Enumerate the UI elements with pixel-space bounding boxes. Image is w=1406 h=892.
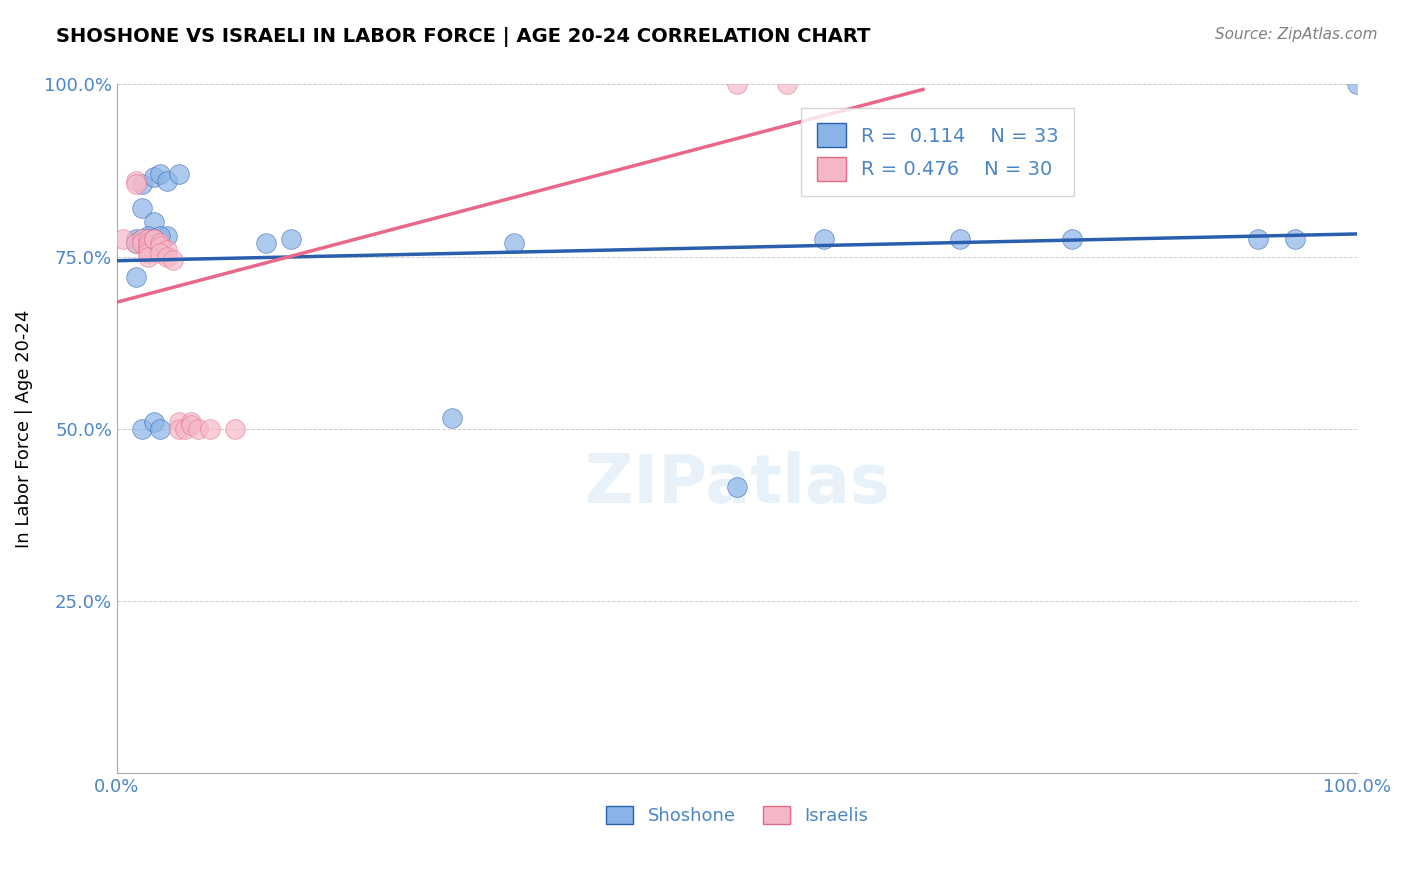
Point <box>136 235 159 250</box>
Point <box>124 270 146 285</box>
Point <box>136 232 159 246</box>
Point <box>725 78 748 92</box>
Point <box>143 232 166 246</box>
Point <box>149 228 172 243</box>
Point <box>136 246 159 260</box>
Point <box>143 232 166 246</box>
Point <box>180 415 202 429</box>
Point <box>143 215 166 229</box>
Point <box>155 228 177 243</box>
Point <box>131 232 153 246</box>
Point <box>725 480 748 494</box>
Point <box>143 415 166 429</box>
Point <box>280 232 302 246</box>
Point <box>155 174 177 188</box>
Point <box>167 415 190 429</box>
Point <box>124 178 146 192</box>
Point <box>167 167 190 181</box>
Point <box>143 170 166 185</box>
Point <box>198 421 221 435</box>
Point <box>813 232 835 246</box>
Text: SHOSHONE VS ISRAELI IN LABOR FORCE | AGE 20-24 CORRELATION CHART: SHOSHONE VS ISRAELI IN LABOR FORCE | AGE… <box>56 27 870 46</box>
Point <box>131 202 153 216</box>
Point <box>224 421 246 435</box>
Point <box>136 228 159 243</box>
Point <box>131 232 153 246</box>
Point <box>187 421 209 435</box>
Point <box>1060 232 1083 246</box>
Point <box>136 239 159 253</box>
Legend: Shoshone, Israelis: Shoshone, Israelis <box>599 798 876 832</box>
Text: ZIPatlas: ZIPatlas <box>585 450 890 516</box>
Point <box>1284 232 1306 246</box>
Point <box>1247 232 1270 246</box>
Point <box>949 232 972 246</box>
Point <box>124 235 146 250</box>
Y-axis label: In Labor Force | Age 20-24: In Labor Force | Age 20-24 <box>15 310 32 548</box>
Point <box>149 246 172 260</box>
Point <box>143 232 166 246</box>
Point <box>136 250 159 264</box>
Point <box>167 421 190 435</box>
Point <box>254 235 277 250</box>
Text: Source: ZipAtlas.com: Source: ZipAtlas.com <box>1215 27 1378 42</box>
Point <box>112 232 135 246</box>
Point <box>131 421 153 435</box>
Point <box>131 235 153 250</box>
Point <box>124 232 146 246</box>
Point <box>1346 78 1368 92</box>
Point <box>143 232 166 246</box>
Point <box>180 418 202 433</box>
Point <box>149 167 172 181</box>
Point <box>440 411 463 425</box>
Point <box>136 243 159 257</box>
Point <box>502 235 524 250</box>
Point <box>136 232 159 246</box>
Point <box>775 78 797 92</box>
Point <box>136 235 159 250</box>
Point <box>124 174 146 188</box>
Point <box>131 178 153 192</box>
Point <box>149 235 172 250</box>
Point <box>124 235 146 250</box>
Point <box>149 421 172 435</box>
Point <box>155 243 177 257</box>
Point <box>162 252 184 267</box>
Point <box>155 250 177 264</box>
Point <box>149 239 172 253</box>
Point <box>174 421 197 435</box>
Point <box>131 235 153 250</box>
